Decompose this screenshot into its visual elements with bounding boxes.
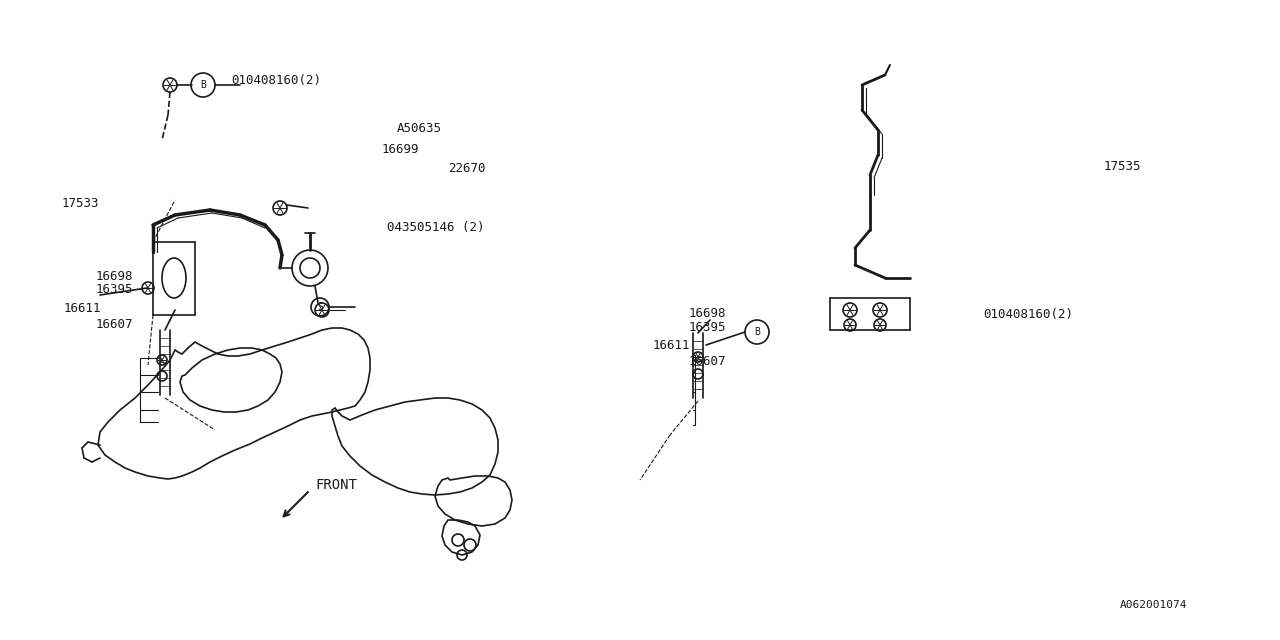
Text: 22670: 22670 <box>448 162 485 175</box>
Text: 16611: 16611 <box>653 339 690 352</box>
Text: 16698: 16698 <box>96 270 133 283</box>
Text: 17535: 17535 <box>1103 160 1140 173</box>
Text: 16607: 16607 <box>689 355 726 368</box>
Text: A062001074: A062001074 <box>1120 600 1188 610</box>
Text: S: S <box>317 302 323 312</box>
Text: B: B <box>200 80 206 90</box>
Text: 16395: 16395 <box>689 321 726 334</box>
Text: 16395: 16395 <box>96 284 133 296</box>
Text: B: B <box>754 327 760 337</box>
Text: 16607: 16607 <box>96 318 133 331</box>
Text: 16699: 16699 <box>381 143 419 156</box>
Text: 043505146 (2): 043505146 (2) <box>387 221 484 234</box>
Text: A50635: A50635 <box>397 122 442 134</box>
Text: 010408160(2): 010408160(2) <box>232 74 321 86</box>
Text: 16611: 16611 <box>64 302 101 315</box>
Text: 16698: 16698 <box>689 307 726 320</box>
Text: 010408160(2): 010408160(2) <box>983 308 1073 321</box>
Text: 17533: 17533 <box>61 197 99 210</box>
Text: FRONT: FRONT <box>315 478 357 492</box>
